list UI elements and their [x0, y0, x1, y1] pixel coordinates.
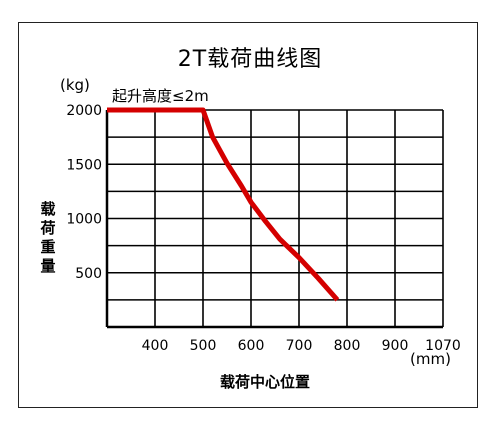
- x-unit-label: (mm): [410, 350, 451, 368]
- x-tick-label: 400: [142, 338, 169, 354]
- x-tick-label: 700: [286, 338, 313, 354]
- x-tick-label: 600: [238, 338, 265, 354]
- y-tick-label: 2000: [66, 103, 102, 119]
- y-tick-label: 1500: [66, 157, 102, 173]
- chart-frame: [18, 22, 478, 408]
- y-tick-label: 1000: [66, 212, 102, 228]
- load-curve-line: [107, 107, 340, 302]
- x-tick-label: 500: [190, 338, 217, 354]
- y-unit-label: (kg): [60, 76, 90, 94]
- lift-height-annotation: 起升高度≤2m: [112, 87, 209, 105]
- y-tick-label: 500: [75, 266, 102, 282]
- y-axis-label: 载荷重量: [40, 200, 56, 275]
- chart-title: 2T载荷曲线图: [177, 47, 323, 72]
- x-axis-label: 载荷中心位置: [220, 373, 311, 391]
- x-tick-label: 1070: [425, 338, 461, 354]
- x-tick-label: 900: [382, 338, 409, 354]
- x-tick-label: 800: [334, 338, 361, 354]
